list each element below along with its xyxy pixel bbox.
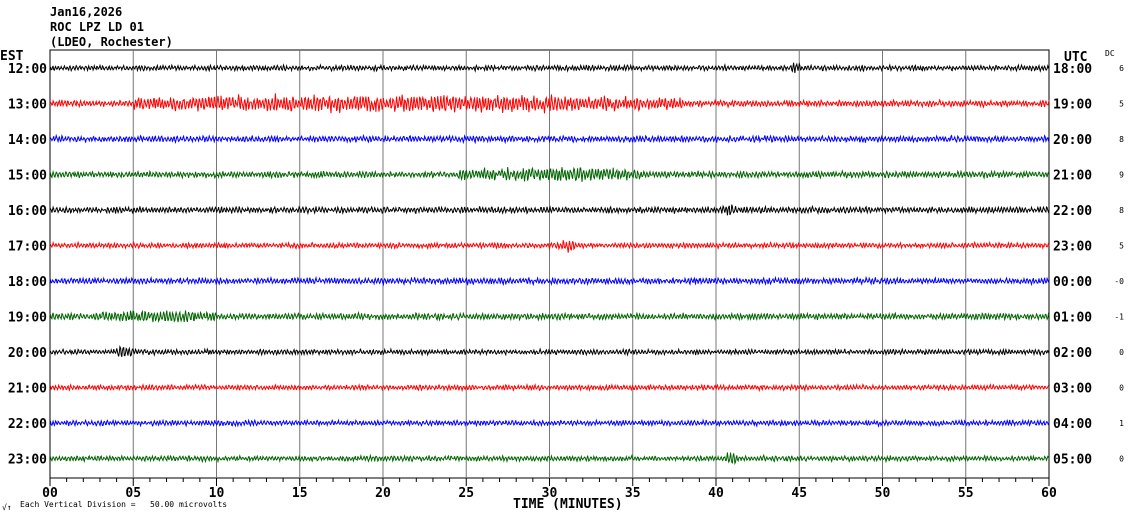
utc-hour-label: 22:00 [1053, 204, 1092, 219]
x-tick-label: 45 [791, 486, 807, 501]
est-axis-label: EST [0, 49, 24, 64]
est-hour-label: 16:00 [8, 204, 47, 219]
utc-hour-label: 23:00 [1053, 240, 1092, 255]
utc-axis-label: UTC [1064, 50, 1087, 65]
trace-1900 [49, 309, 1050, 323]
x-tick-label: 20 [375, 486, 391, 501]
trace-2300 [49, 452, 1050, 466]
x-tick-label: 60 [1041, 486, 1057, 501]
est-hour-label: 19:00 [8, 311, 47, 326]
x-tick-label: 30 [542, 486, 558, 501]
x-axis: 00 05 10 15 20 25 30 35 40 45 50 55 60 [42, 478, 1057, 501]
x-tick-label: 05 [125, 486, 141, 501]
utc-hour-label: 00:00 [1053, 275, 1092, 290]
dc-offset-value: 5 [1119, 100, 1124, 109]
dc-offset-value: -0 [1114, 277, 1124, 286]
x-tick-label: 15 [292, 486, 308, 501]
dc-offset-value: 0 [1119, 348, 1124, 357]
utc-hour-label: 03:00 [1053, 382, 1092, 397]
est-hour-label: 22:00 [8, 417, 47, 432]
utc-hour-label: 05:00 [1053, 453, 1092, 468]
est-hour-label: 18:00 [8, 275, 47, 290]
dc-offset-value: 0 [1119, 384, 1124, 393]
trace-2000 [49, 344, 1050, 357]
dc-offset-value: 0 [1119, 455, 1124, 464]
dc-offset-value: 8 [1119, 135, 1124, 144]
date-label: Jan16,2026 [50, 5, 122, 19]
est-hour-label: 23:00 [8, 453, 47, 468]
x-tick-label: 50 [875, 486, 891, 501]
utc-hour-label: 20:00 [1053, 133, 1092, 148]
station-label: ROC LPZ LD 01 [50, 20, 144, 34]
dc-offset-value: 6 [1119, 64, 1124, 73]
est-hour-label: 20:00 [8, 346, 47, 361]
x-tick-label: 40 [708, 486, 724, 501]
trace-1300 [49, 93, 1050, 114]
scale-note: Each Vertical Division = 50.00 microvolt… [20, 500, 227, 509]
dc-offset-value: -1 [1114, 313, 1124, 322]
trace-1500 [49, 166, 1050, 182]
trace-1200 [49, 61, 1050, 74]
est-hour-label: 15:00 [8, 169, 47, 184]
est-hour-label: 17:00 [8, 240, 47, 255]
dc-offset-value: 9 [1119, 171, 1124, 180]
trace-1800 [49, 275, 1050, 287]
est-hour-label: 21:00 [8, 382, 47, 397]
est-hour-label: 12:00 [8, 62, 47, 77]
trace-1600 [49, 204, 1050, 216]
est-hour-label: 14:00 [8, 133, 47, 148]
x-tick-label: 55 [958, 486, 974, 501]
dc-offset-value: 8 [1119, 206, 1124, 215]
x-tick-label: 35 [625, 486, 641, 501]
x-tick-label: 25 [458, 486, 474, 501]
dc-offset-value: 5 [1119, 242, 1124, 251]
x-axis-title: TIME (MINUTES) [513, 497, 623, 512]
corner-mark: √↑ [2, 503, 12, 512]
dc-column-label: DC [1105, 49, 1115, 58]
row-labels: 12:00 18:00 6 13:00 19:00 5 14:00 20:00 8 15:00 21… [8, 62, 1124, 468]
x-tick-label: 10 [209, 486, 225, 501]
dc-offset-value: 1 [1119, 419, 1124, 428]
x-tick-label: 00 [42, 486, 58, 501]
utc-hour-label: 19:00 [1053, 98, 1092, 113]
grid-lines [132, 50, 967, 478]
trace-2100 [49, 382, 1050, 393]
utc-hour-label: 18:00 [1053, 62, 1092, 77]
utc-hour-label: 01:00 [1053, 311, 1092, 326]
trace-2200 [49, 418, 1050, 428]
trace-1700 [49, 240, 1050, 253]
utc-hour-label: 04:00 [1053, 417, 1092, 432]
network-label: (LDEO, Rochester) [50, 35, 173, 49]
trace-1400 [49, 133, 1050, 145]
est-hour-label: 13:00 [8, 98, 47, 113]
utc-hour-label: 21:00 [1053, 169, 1092, 184]
utc-hour-label: 02:00 [1053, 346, 1092, 361]
traces [49, 61, 1050, 466]
